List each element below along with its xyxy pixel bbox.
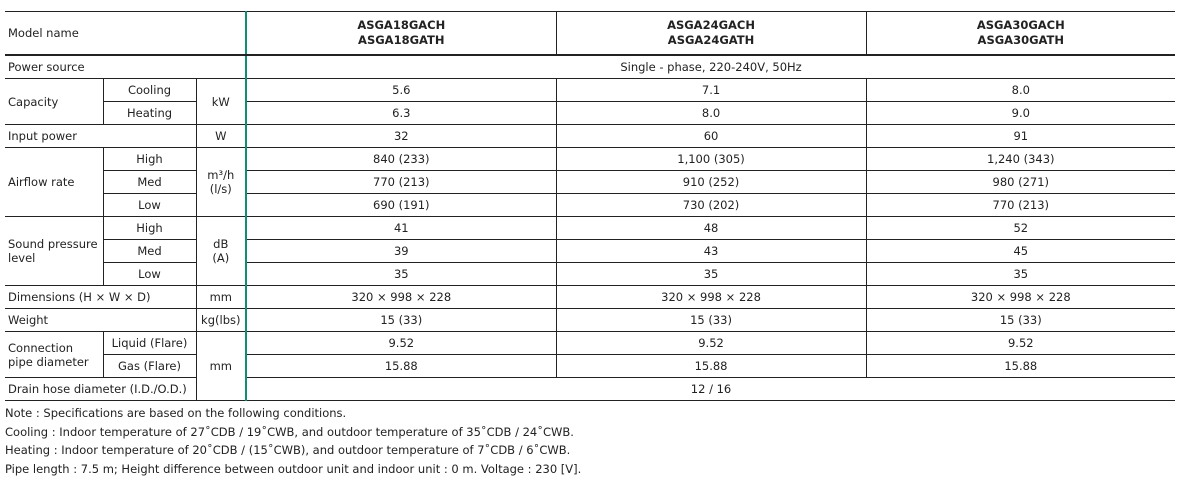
sub-label: Med [103,239,197,263]
cell: 52 [865,216,1176,240]
row-label: Drain hose diameter (I.D./O.D.) [5,377,197,401]
dimensions-row: Dimensions (H × W × D) mm 320 × 998 × 22… [5,285,1176,309]
input-power-row: Input power W 32 60 91 [5,124,1176,148]
note-line: Note : Specifications are based on the f… [5,406,347,420]
drain-row: Drain hose diameter (I.D./O.D.) 12 / 16 [5,377,1176,401]
sub-label: Low [103,193,197,217]
notes: Note : Specifications are based on the f… [5,404,581,478]
cell: 9.52 [865,331,1176,355]
sub-label: Med [103,170,197,194]
cell: 690 (191) [245,193,557,217]
model-col-3: ASGA30GACH ASGA30GATH [865,11,1176,56]
cell: 45 [865,239,1176,263]
cell: 41 [245,216,557,240]
sub-label: High [103,216,197,240]
sub-label: Low [103,262,197,286]
drain-value: 12 / 16 [245,377,1176,401]
sound-row: Med 39 43 45 [5,239,1176,263]
cell: 60 [555,124,867,148]
pipe-row: Connection pipe diameter Liquid (Flare) m… [5,331,1176,401]
airflow-row: Med 770 (213) 910 (252) 980 (271) [5,170,1176,194]
cell: 9.0 [865,101,1176,125]
unit: mm [196,331,247,401]
model-col-1: ASGA18GACH ASGA18GATH [245,11,557,56]
cell: 9.52 [245,331,557,355]
cell: 39 [245,239,557,263]
header-row: Model name ASGA18GACH ASGA18GATH ASGA24GA… [5,11,1176,56]
cell: 48 [555,216,867,240]
cell: 8.0 [555,101,867,125]
cell: 35 [245,262,557,286]
power-source-row: Power source Single - phase, 220-240V, 5… [5,54,1176,79]
cell: 15 (33) [245,308,557,332]
row-label: Capacity [5,78,104,125]
cell: 5.6 [245,78,557,102]
sub-label: Gas (Flare) [103,354,197,378]
row-label: Dimensions (H × W × D) [5,285,197,309]
unit: mm [196,285,247,309]
pipe-row: Gas (Flare) 15.88 15.88 15.88 [5,354,1176,378]
capacity-row: Capacity Cooling kW 5.6 7.1 8.0 [5,78,1176,125]
row-label: Weight [5,308,197,332]
sub-label: High [103,147,197,171]
sound-row: Low 35 35 35 [5,262,1176,286]
unit: W [196,124,247,148]
airflow-row: Airflow rate High m³/h (l/s) 840 (233) 1,… [5,147,1176,217]
cell: 910 (252) [555,170,867,194]
cell: 980 (271) [865,170,1176,194]
cell: 43 [555,239,867,263]
cell: 9.52 [555,331,867,355]
unit: m³/h (l/s) [196,147,247,217]
sub-label: Heating [103,101,197,125]
cell: 15 (33) [865,308,1176,332]
power-source-value: Single - phase, 220-240V, 50Hz [245,54,1176,79]
row-label: Input power [5,124,197,148]
airflow-row: Low 690 (191) 730 (202) 770 (213) [5,193,1176,217]
cell: 32 [245,124,557,148]
cell: 7.1 [555,78,867,102]
cell: 15 (33) [555,308,867,332]
note-line: Cooling : Indoor temperature of 27˚CDB /… [5,424,574,439]
cell: 35 [555,262,867,286]
cell: 320 × 998 × 228 [555,285,867,309]
unit: dB (A) [196,216,247,286]
cell: 35 [865,262,1176,286]
sub-label: Liquid (Flare) [103,331,197,355]
row-label: Sound pressure level [5,216,104,286]
cell: 6.3 [245,101,557,125]
cell: 320 × 998 × 228 [865,285,1176,309]
model-col-2: ASGA24GACH ASGA24GATH [555,11,867,56]
unit: kg(lbs) [196,308,247,332]
row-label: Connection pipe diameter [5,331,104,378]
cell: 770 (213) [865,193,1176,217]
spec-table: Model name ASGA18GACH ASGA18GATH ASGA24GA… [5,11,1176,401]
cell: 730 (202) [555,193,867,217]
cell: 15.88 [865,354,1176,378]
cell: 1,240 (343) [865,147,1176,171]
sub-label: Cooling [103,78,197,102]
unit: kW [196,78,247,125]
cell: 840 (233) [245,147,557,171]
cell: 320 × 998 × 228 [245,285,557,309]
note-line: Pipe length : 7.5 m; Height difference b… [5,461,582,476]
cell: 15.88 [555,354,867,378]
cell: 15.88 [245,354,557,378]
capacity-row: Heating 6.3 8.0 9.0 [5,101,1176,125]
model-name-label: Model name [5,11,247,56]
cell: 8.0 [865,78,1176,102]
cell: 91 [865,124,1176,148]
weight-row: Weight kg(lbs) 15 (33) 15 (33) 15 (33) [5,308,1176,332]
cell: 1,100 (305) [555,147,867,171]
note-line: Heating : Indoor temperature of 20˚CDB /… [5,443,571,457]
cell: 770 (213) [245,170,557,194]
row-label: Airflow rate [5,147,104,217]
row-label: Power source [5,54,247,79]
sound-row: Sound pressure level High dB (A) 41 48 52 [5,216,1176,286]
